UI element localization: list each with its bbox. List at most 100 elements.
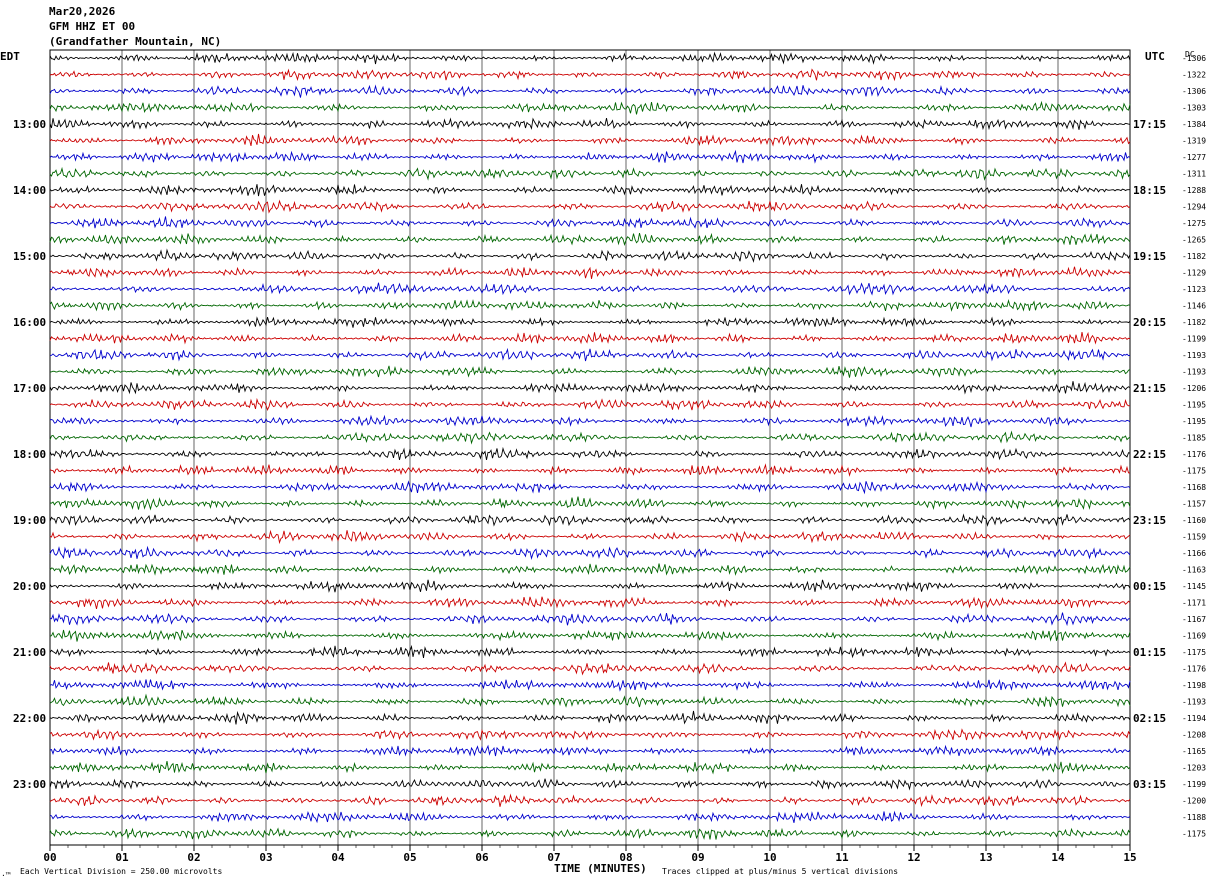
dc-offset-label: -1171 (1182, 599, 1206, 608)
x-tick-label: 06 (475, 851, 489, 864)
utc-hour-label: 23:15 (1133, 514, 1166, 527)
dc-offset-label: -1206 (1182, 384, 1206, 393)
seismic-trace (49, 446, 1131, 461)
dc-offset-label: -1175 (1182, 648, 1206, 657)
plot-date: Mar20,2026 (49, 5, 116, 18)
dc-offset-label: -1294 (1182, 203, 1206, 212)
x-tick-label: 10 (763, 851, 776, 864)
seismic-trace (49, 760, 1131, 775)
dc-offset-label: -1167 (1182, 615, 1206, 624)
dc-offset-label: -1182 (1182, 318, 1206, 327)
seismic-trace (49, 661, 1131, 676)
seismic-trace (49, 612, 1131, 627)
edt-hour-label: 21:00 (13, 646, 46, 659)
dc-offset-label: -1145 (1182, 582, 1206, 591)
dc-offset-label: -1208 (1182, 731, 1206, 740)
seismic-trace (49, 710, 1131, 725)
scale-note: Each Vertical Division = 250.00 microvol… (20, 867, 223, 876)
seismic-trace (49, 728, 1131, 741)
seismic-trace (49, 199, 1131, 214)
seismic-trace (49, 133, 1131, 147)
utc-hour-label: 03:15 (1133, 778, 1166, 791)
corner-mark: ·™ (1, 871, 11, 880)
x-tick-label: 11 (835, 851, 849, 864)
dc-offset-label: -1306 (1182, 87, 1206, 96)
seismic-trace (49, 282, 1131, 296)
dc-offset-label: -1146 (1182, 302, 1206, 311)
dc-offset-label: -1303 (1182, 104, 1206, 113)
x-tick-label: 04 (331, 851, 345, 864)
seismic-trace (49, 51, 1131, 65)
seismic-trace (49, 463, 1131, 477)
seismic-trace (49, 166, 1131, 181)
seismic-trace (49, 298, 1131, 312)
left-timezone-label: EDT (0, 50, 20, 63)
seismic-trace (49, 149, 1131, 164)
seismic-trace (49, 216, 1131, 229)
dc-offset-label: -1384 (1182, 120, 1206, 129)
edt-hour-label: 16:00 (13, 316, 46, 329)
dc-offset-label: -1159 (1182, 533, 1206, 542)
dc-offset-label: -1193 (1182, 368, 1206, 377)
edt-hour-label: 20:00 (13, 580, 46, 593)
utc-hour-label: 21:15 (1133, 382, 1166, 395)
seismic-trace (49, 232, 1131, 246)
utc-hour-label: 18:15 (1133, 184, 1166, 197)
dc-offset-label: -1311 (1182, 170, 1206, 179)
seismic-trace (49, 679, 1131, 692)
utc-hour-label: 00:15 (1133, 580, 1166, 593)
dc-offset-label: -1176 (1182, 450, 1206, 459)
dc-offset-label: -1199 (1182, 780, 1206, 789)
seismic-trace (49, 430, 1131, 445)
seismic-trace (49, 529, 1131, 545)
seismic-trace (49, 397, 1131, 411)
seismic-trace (49, 347, 1131, 362)
seismic-trace (49, 117, 1131, 131)
edt-hour-label: 23:00 (13, 778, 46, 791)
edt-hour-label: 18:00 (13, 448, 46, 461)
dc-offset-label: -1185 (1182, 434, 1206, 443)
dc-offset-label: -1157 (1182, 500, 1206, 509)
dc-offset-label: -1123 (1182, 285, 1206, 294)
x-tick-label: 13 (979, 851, 992, 864)
utc-hour-label: 20:15 (1133, 316, 1166, 329)
utc-hour-label: 19:15 (1133, 250, 1166, 263)
x-tick-label: 09 (691, 851, 704, 864)
utc-hour-label: 22:15 (1133, 448, 1166, 461)
x-tick-label: 14 (1051, 851, 1065, 864)
dc-offset-label: -1193 (1182, 698, 1206, 707)
seismic-trace (49, 827, 1131, 840)
dc-offset-label: -1275 (1182, 219, 1206, 228)
x-tick-label: 00 (43, 851, 56, 864)
seismic-trace (49, 84, 1131, 98)
seismic-trace (49, 496, 1131, 511)
seismic-trace (49, 184, 1131, 197)
utc-hour-label: 02:15 (1133, 712, 1166, 725)
edt-hour-label: 19:00 (13, 514, 46, 527)
seismic-trace (49, 414, 1131, 428)
seismic-trace (49, 744, 1131, 757)
dc-offset-label: -1200 (1182, 797, 1206, 806)
dc-offset-label: -1322 (1182, 71, 1206, 80)
edt-hour-label: 13:00 (13, 118, 46, 131)
dc-offset-label: -1175 (1182, 467, 1206, 476)
edt-hour-label: 14:00 (13, 184, 46, 197)
seismic-trace (49, 563, 1131, 576)
utc-hour-label: 01:15 (1133, 646, 1166, 659)
dc-offset-label: -1169 (1182, 632, 1206, 641)
seismic-trace (49, 266, 1131, 279)
dc-offset-label: -1199 (1182, 335, 1206, 344)
x-tick-label: 01 (115, 851, 129, 864)
seismic-trace (49, 480, 1131, 495)
x-tick-label: 02 (187, 851, 200, 864)
dc-offset-label: -1129 (1182, 269, 1206, 278)
seismic-trace (49, 381, 1131, 395)
seismic-trace (49, 316, 1131, 328)
edt-hour-label: 15:00 (13, 250, 46, 263)
seismic-trace (49, 248, 1131, 263)
x-tick-label: 03 (259, 851, 272, 864)
dc-offset-label: -1194 (1182, 714, 1206, 723)
station-location: (Grandfather Mountain, NC) (49, 35, 222, 48)
seismic-trace (49, 693, 1131, 708)
